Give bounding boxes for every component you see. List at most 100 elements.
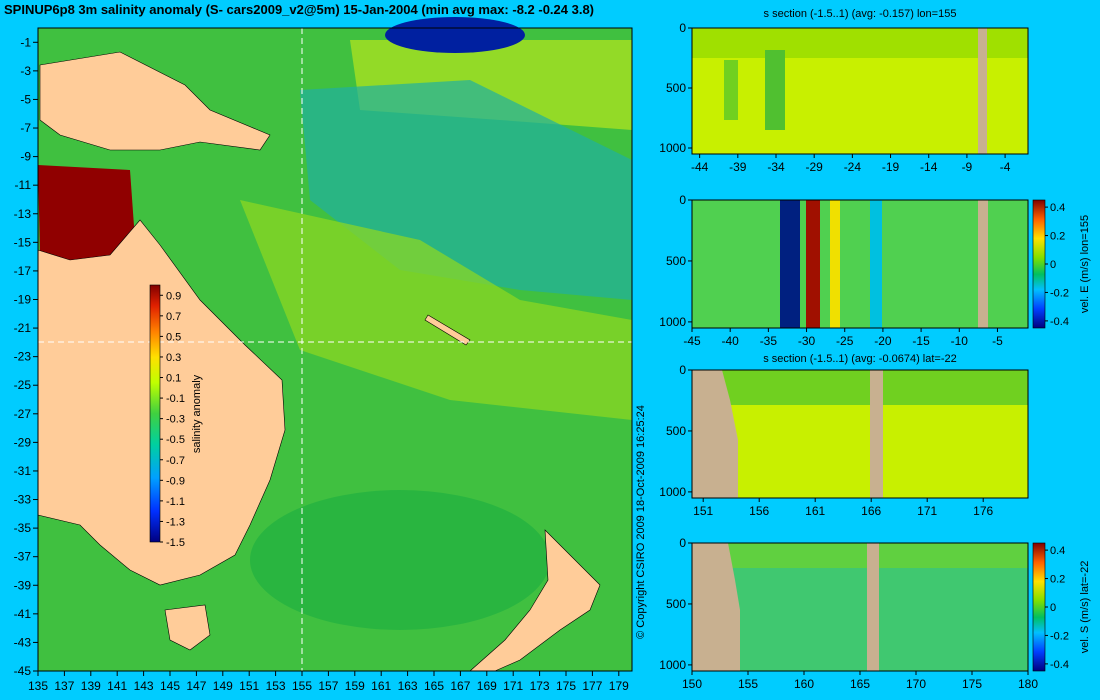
section-3-frame (691, 369, 1029, 499)
map-colorbar-tick-label: 0.7 (166, 311, 181, 323)
section-2-colorbar (1032, 199, 1046, 329)
section-1-title: s section (-1.5..1) (avg: -0.157) lon=15… (764, 8, 957, 20)
section-4-x-tick-label: 170 (906, 677, 926, 691)
map-colorbar (149, 284, 161, 543)
section-2-x-tick-label: -20 (874, 334, 892, 348)
section-4-colorbar (1032, 542, 1046, 672)
map-colorbar-tick-label: -0.7 (166, 455, 185, 467)
section-2-colorbar-tick-label: 0.2 (1050, 231, 1065, 243)
map-x-tick-label: 159 (345, 679, 365, 693)
map-new-zealand (469, 529, 601, 672)
section-2-x-tick-label: -15 (912, 334, 930, 348)
section-4-surface (692, 543, 1028, 568)
map-y-tick-label: -31 (14, 464, 32, 478)
section-1-x-tick-label: -34 (767, 160, 785, 174)
section-1-x-tick-label: -9 (962, 160, 973, 174)
map-colorbar-tick-label: 0.9 (166, 290, 181, 302)
map-x-tick-label: 153 (266, 679, 286, 693)
map-x-tick-label: 175 (556, 679, 576, 693)
section-1-y-tick-label: 500 (666, 81, 686, 95)
map-y-tick-label: -13 (14, 207, 32, 221)
section-2-jet-yellow (830, 200, 840, 328)
section-2-colorbar-tick-label: -0.4 (1050, 316, 1069, 328)
map-y-tick-label: -3 (20, 64, 31, 78)
map-colorbar-tick-label: -1.3 (166, 516, 185, 528)
section-2-x-tick-label: -40 (722, 334, 740, 348)
map-y-tick-label: -23 (14, 350, 32, 364)
map-y-tick-label: -21 (14, 321, 32, 335)
section-2-colorbar-tick-label: 0.4 (1050, 202, 1065, 214)
section-4-x-tick-label: 165 (850, 677, 870, 691)
map-png (39, 51, 271, 151)
section-2-y-tick-label: 500 (666, 254, 686, 268)
section-4-land (692, 543, 740, 671)
map-x-tick-label: 135 (28, 679, 48, 693)
section-4-colorbar-tick-label: 0.4 (1050, 545, 1065, 557)
section-1-x-tick-label: -4 (1000, 160, 1011, 174)
map-colorbar-tick-label: -0.3 (166, 414, 185, 426)
map-x-axis: 135 137 139 141 143 145 147 149 151 153 155 157 159 1… (28, 671, 629, 693)
section-2-colorbar-label: vel. E (m/s) lon=155 (1079, 215, 1091, 313)
section-4-colorbar-tick-label: 0 (1050, 602, 1056, 614)
section-4-y-tick-label: 500 (666, 597, 686, 611)
section-3-x-tick-label: 161 (805, 504, 825, 518)
map-y-tick-label: -5 (20, 92, 31, 106)
section-3-x-tick-label: 176 (973, 504, 993, 518)
section-2-colorbar-tick-label: -0.2 (1050, 287, 1069, 299)
map-x-tick-label: 171 (503, 679, 523, 693)
section-4-x-tick-label: 150 (682, 677, 702, 691)
map-x-tick-label: 147 (186, 679, 206, 693)
map-colorbar-tick-label: -0.9 (166, 475, 185, 487)
map-y-tick-label: -39 (14, 578, 32, 592)
section-4-y-tick-label: 0 (679, 536, 686, 550)
section-3-y-tick-label: 500 (666, 424, 686, 438)
map-gulf-carpentaria (38, 165, 135, 265)
section-2-x-tick-label: -25 (836, 334, 854, 348)
map-y-tick-label: -11 (15, 178, 32, 192)
section-1-surface (692, 28, 1028, 58)
map-x-tick-label: 179 (609, 679, 629, 693)
map-y-tick-label: -15 (14, 235, 32, 249)
map-y-tick-label: -27 (14, 407, 32, 421)
map-x-tick-label: 141 (107, 679, 127, 693)
section-4-y-tick-label: 1000 (659, 658, 686, 672)
section-3-surface (692, 370, 1028, 405)
section-4-colorbar-tick-label: -0.4 (1050, 659, 1069, 671)
map-y-tick-label: -37 (14, 550, 32, 564)
map-y-tick-label: -45 (14, 664, 32, 678)
section-2-jet-cyan (870, 200, 882, 328)
map-y-tick-label: -35 (14, 521, 32, 535)
section-2-y-tick-label: 0 (679, 193, 686, 207)
map-y-tick-label: -33 (14, 493, 32, 507)
map-colorbar-tick-label: 0.5 (166, 331, 181, 343)
section-3-x-tick-label: 151 (693, 504, 713, 518)
section-1-x-tick-label: -19 (882, 160, 900, 174)
map-x-tick-label: 149 (213, 679, 233, 693)
section-4-x-tick-label: 155 (738, 677, 758, 691)
map-x-tick-label: 167 (450, 679, 470, 693)
section-2-x-tick-label: -30 (798, 334, 816, 348)
section-2-jet-blue (780, 200, 800, 328)
map-x-tick-label: 161 (371, 679, 391, 693)
section-4-x-tick-label: 180 (1018, 677, 1038, 691)
section-1-y-tick-label: 1000 (659, 141, 686, 155)
section-2-x-tick-label: -5 (992, 334, 1003, 348)
map-new-caledonia (424, 314, 471, 346)
map-x-tick-label: 169 (477, 679, 497, 693)
section-3-land (692, 370, 738, 498)
map-y-tick-label: -43 (14, 635, 32, 649)
section-3-x-tick-label: 171 (917, 504, 937, 518)
section-1-x-tick-label: -39 (729, 160, 747, 174)
map-y-axis: -1 -3 -5 -7 -9 -11 -13 -15 -17 -19 -21 -23 -25 -27 -29… (14, 35, 38, 678)
section-3-ridge (870, 370, 883, 498)
copyright-text: © Copyright CSIRO 2009 18-Oct-2009 16:25… (635, 405, 647, 639)
map-colorbar-tick-label: 0.3 (166, 352, 181, 364)
section-3-x-tick-label: 156 (749, 504, 769, 518)
section-1-green-patch-b (765, 50, 785, 130)
section-2-x-tick-label: -35 (760, 334, 778, 348)
map-colorbar-tick-label: -1.1 (166, 496, 185, 508)
map-x-tick-label: 145 (160, 679, 180, 693)
map-panel: 135 137 139 141 143 145 147 149 151 153 155 157 159 1… (14, 17, 633, 693)
